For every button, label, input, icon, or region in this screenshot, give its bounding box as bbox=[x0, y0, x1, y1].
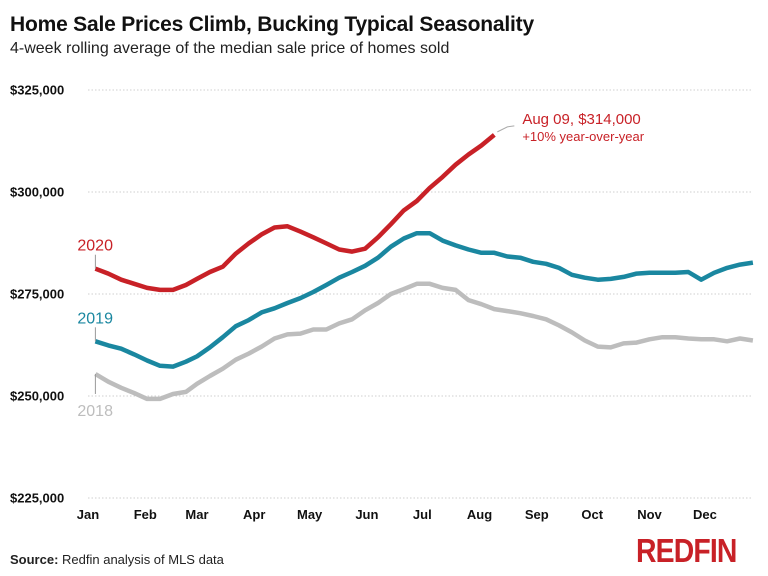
x-tick-label: Oct bbox=[581, 507, 603, 522]
series-line-2019 bbox=[94, 230, 754, 369]
chart-title: Home Sale Prices Climb, Bucking Typical … bbox=[10, 13, 534, 36]
source-text: Redfin analysis of MLS data bbox=[62, 552, 224, 567]
series-line-2018 bbox=[94, 281, 754, 402]
series-label-2018: 2018 bbox=[77, 403, 113, 420]
source-note: Source: Redfin analysis of MLS data bbox=[10, 552, 224, 567]
annotation-leader bbox=[497, 125, 515, 133]
x-tick-label: Feb bbox=[134, 507, 157, 522]
x-tick-label: May bbox=[297, 507, 323, 522]
y-tick-label: $300,000 bbox=[10, 185, 64, 200]
x-tick-label: Aug bbox=[467, 507, 492, 522]
x-tick-label: Mar bbox=[185, 507, 208, 522]
x-tick-label: Jan bbox=[77, 507, 99, 522]
source-label: Source: bbox=[10, 552, 59, 567]
series-label-2020: 2020 bbox=[77, 238, 113, 255]
y-tick-label: $250,000 bbox=[10, 389, 64, 404]
x-tick-label: Jul bbox=[413, 507, 432, 522]
annotation-yoy: +10% year-over-year bbox=[522, 129, 644, 144]
y-tick-label: $325,000 bbox=[10, 83, 64, 98]
x-tick-label: Dec bbox=[693, 507, 717, 522]
x-tick-label: Apr bbox=[243, 507, 265, 522]
chart-subtitle: 4-week rolling average of the median sal… bbox=[10, 40, 450, 57]
redfin-logo: REDFIN bbox=[636, 532, 737, 569]
y-tick-label: $225,000 bbox=[10, 491, 64, 506]
x-tick-label: Jun bbox=[355, 507, 378, 522]
y-tick-label: $275,000 bbox=[10, 287, 64, 302]
x-tick-label: Nov bbox=[637, 507, 662, 522]
series-label-2019: 2019 bbox=[77, 310, 113, 327]
x-tick-label: Sep bbox=[525, 507, 549, 522]
series-line-2020 bbox=[94, 133, 496, 293]
annotation-value: Aug 09, $314,000 bbox=[522, 111, 640, 128]
